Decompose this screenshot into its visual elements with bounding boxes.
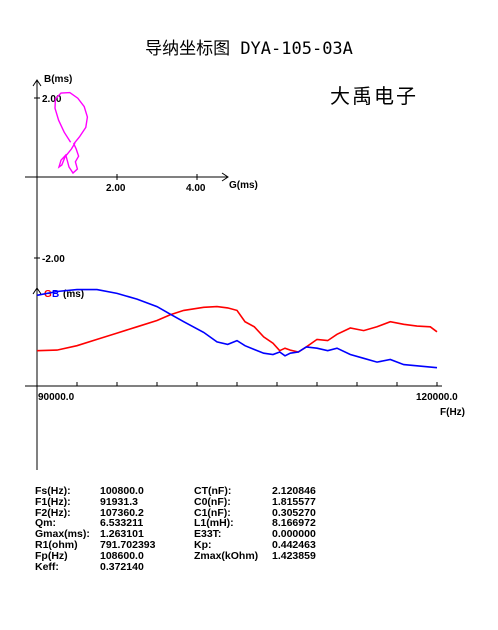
param-value: 1.423859 bbox=[272, 549, 316, 562]
param-label: Fs(Hz): bbox=[35, 485, 71, 497]
series-g-line bbox=[36, 305, 438, 353]
param-value: 0.000000 bbox=[272, 528, 316, 541]
chart-title: 导纳坐标图 DYA-105-03A bbox=[145, 39, 353, 59]
parameter-table: Fs(Hz): 100800.0 CT(nF): 2.120846 F1(Hz): 91… bbox=[35, 486, 352, 572]
param-value: 8.166972 bbox=[272, 517, 316, 530]
param-row: Gmax(ms): 1.263101 E33T: 0.000000 bbox=[35, 529, 352, 540]
legend-g: G bbox=[44, 289, 52, 300]
freq-x-ticks bbox=[76, 382, 438, 386]
freq-series bbox=[36, 288, 438, 369]
param-label: Gmax(ms): bbox=[35, 528, 90, 541]
param-row: Fs(Hz): 100800.0 CT(nF): 2.120846 bbox=[35, 486, 352, 497]
param-label: L1(mH): bbox=[194, 517, 234, 530]
company-name: 大禹电子 bbox=[330, 84, 418, 108]
param-row: Keff: 0.372140 bbox=[35, 560, 352, 573]
y-tick-label: 2.00 bbox=[42, 94, 62, 105]
param-label: C0(nF): bbox=[194, 495, 231, 508]
param-label: Qm: bbox=[35, 517, 56, 530]
param-label: E33T: bbox=[194, 528, 222, 541]
admittance-y-arrow bbox=[32, 79, 42, 87]
x-tick-label: 2.00 bbox=[106, 183, 126, 194]
param-row: Qm: 6.533211 L1(mH): 8.166972 bbox=[35, 518, 352, 529]
admittance-curve bbox=[54, 91, 89, 175]
param-row: R1(ohm) 791.702393 Kp: 0.442463 bbox=[35, 540, 352, 551]
admittance-circle bbox=[54, 91, 89, 175]
param-value: 0.372140 bbox=[100, 560, 144, 573]
param-value: 0.442463 bbox=[272, 538, 316, 551]
param-label: CT(nF): bbox=[194, 485, 232, 497]
admittance-y-axis-label: B(ms) bbox=[44, 74, 72, 85]
param-value: 1.263101 bbox=[100, 528, 144, 541]
admittance-x-arrow bbox=[221, 172, 229, 182]
param-value: 100800.0 bbox=[100, 485, 144, 497]
param-label bbox=[194, 562, 272, 573]
freq-end-label: 120000.0 bbox=[416, 392, 458, 403]
freq-start-label: 90000.0 bbox=[38, 392, 75, 403]
legend-b: B bbox=[52, 289, 59, 300]
admittance-x-axis-label: G(ms) bbox=[229, 180, 258, 191]
param-label: F1(Hz): bbox=[35, 495, 71, 508]
param-label: Fp(Hz) bbox=[35, 549, 68, 562]
param-value bbox=[272, 562, 352, 573]
param-row: F2(Hz): 107360.2 C1(nF): 0.305270 bbox=[35, 506, 352, 519]
param-row: F1(Hz): 91931.3 C0(nF): 1.815577 bbox=[35, 495, 352, 508]
param-value: 108600.0 bbox=[100, 549, 144, 562]
param-label: Kp: bbox=[194, 538, 212, 551]
legend-unit: (ms) bbox=[63, 289, 84, 300]
param-value: 0.305270 bbox=[272, 506, 316, 519]
param-value: 1.815577 bbox=[272, 495, 316, 508]
param-value: 791.702393 bbox=[100, 538, 156, 551]
series-b-line bbox=[36, 288, 438, 369]
param-row: Fp(Hz) 108600.0 Zmax(kOhm) 1.423859 bbox=[35, 549, 352, 562]
param-value: 107360.2 bbox=[100, 506, 144, 519]
param-label: Keff: bbox=[35, 560, 59, 573]
param-label: R1(ohm) bbox=[35, 538, 78, 551]
param-value: 91931.3 bbox=[100, 495, 138, 508]
param-label: Zmax(kOhm) bbox=[194, 549, 259, 562]
freq-x-axis-label: F(Hz) bbox=[440, 407, 465, 418]
param-label: C1(nF): bbox=[194, 506, 231, 519]
param-value: 6.533211 bbox=[100, 517, 144, 530]
x-tick-label: 4.00 bbox=[186, 183, 206, 194]
y-tick-label: -2.00 bbox=[42, 254, 65, 265]
param-value: 2.120846 bbox=[272, 485, 316, 497]
freq-y-arrow bbox=[32, 287, 42, 295]
param-label: F2(Hz): bbox=[35, 506, 71, 519]
